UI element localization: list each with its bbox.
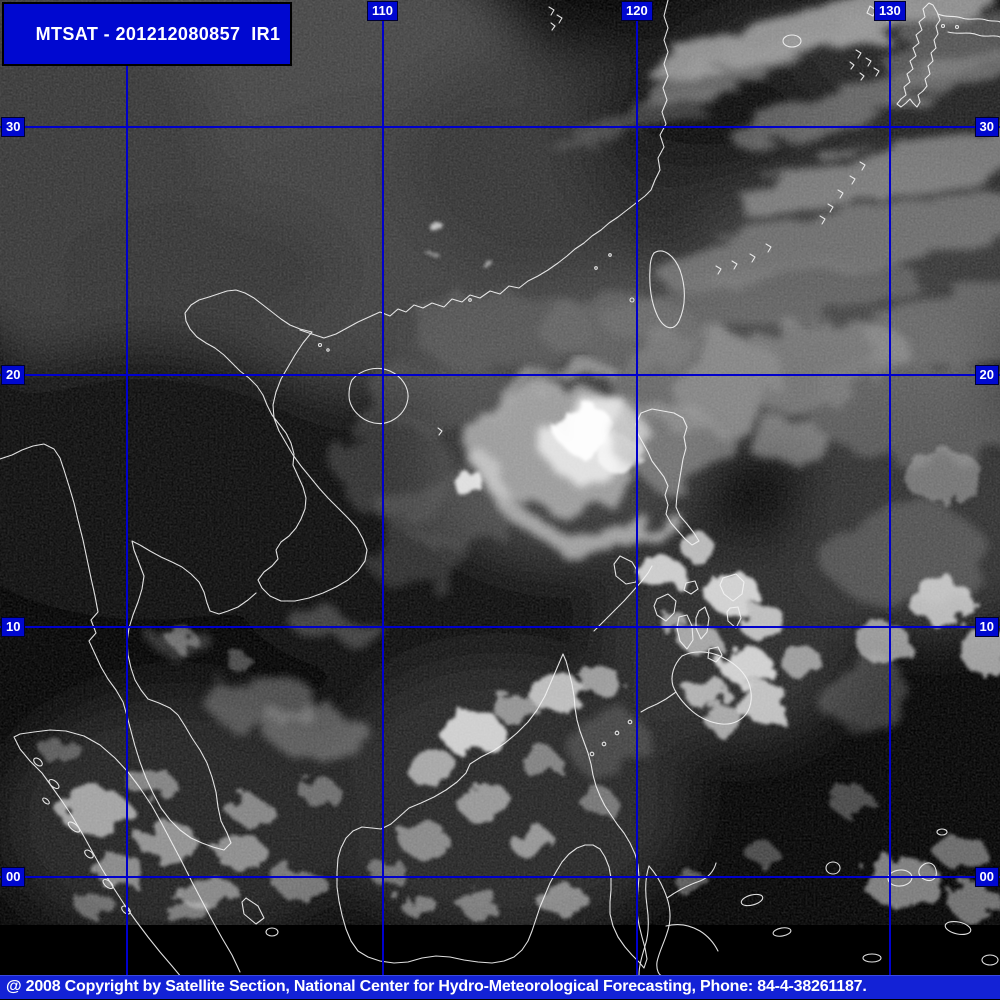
latitude-label-right: 30: [974, 117, 999, 137]
coastline-mindanao: [671, 651, 752, 725]
latitude-grid-line: [0, 626, 1000, 628]
island-jeju: [782, 34, 802, 48]
longitude-grid-line: [126, 20, 128, 975]
peninsula-zamboanga: [640, 691, 677, 713]
coastline-hainan: [348, 367, 409, 425]
island-masbate: [683, 580, 699, 595]
no-data-band: [0, 925, 1000, 978]
latitude-label-right: 10: [974, 617, 999, 637]
copyright-text: @ 2008 Copyright by Satellite Section, N…: [6, 978, 867, 995]
island-penghu: [629, 297, 635, 303]
islands-maluku: [740, 828, 999, 966]
island-panay: [653, 593, 677, 622]
coastline-shikoku: [947, 31, 1000, 38]
coastline-overlay: [0, 0, 1000, 979]
copyright-bar: @ 2008 Copyright by Satellite Section, N…: [0, 975, 1000, 1000]
latitude-label-left: 10: [1, 617, 26, 637]
island-bohol: [707, 646, 723, 663]
islands-tonkin-gulf: [317, 253, 612, 436]
latitude-label-right: 00: [974, 867, 999, 887]
coastline-sumatra: [13, 729, 241, 979]
islands-zhoushan: [548, 6, 563, 31]
island-belitung: [265, 927, 279, 937]
islands-ryukyu: [715, 161, 866, 275]
coastline-honshu: [937, 13, 1000, 23]
latitude-label-left: 00: [1, 867, 26, 887]
coastline-borneo: [336, 653, 648, 969]
island-negros: [676, 614, 694, 650]
longitude-grid-line: [382, 20, 384, 975]
island-cebu: [695, 606, 710, 640]
image-title: MTSAT - 201212080857 IR1: [35, 24, 281, 44]
latitude-grid-line: [0, 126, 1000, 128]
coastline-indochina: [0, 443, 257, 851]
longitude-label: 130: [874, 1, 906, 21]
island-bangka: [241, 897, 265, 925]
island-leyte: [726, 606, 742, 629]
latitude-grid-line: [0, 374, 1000, 376]
latitude-label-right: 20: [974, 365, 999, 385]
image-title-badge: MTSAT - 201212080857 IR1: [2, 2, 293, 66]
island-mindoro: [613, 555, 639, 585]
coastline-luzon: [635, 408, 700, 546]
longitude-grid-line: [636, 20, 638, 975]
longitude-label: 110: [367, 1, 398, 21]
image-grain-texture: [0, 0, 1000, 925]
coastline-vietnam: [184, 289, 368, 602]
island-palawan: [593, 565, 653, 632]
coastline-china: [299, 0, 669, 339]
latitude-label-left: 20: [1, 365, 26, 385]
longitude-label: 120: [621, 1, 653, 21]
coastline-taiwan: [649, 250, 685, 329]
islands-west-sumatra: [33, 757, 131, 915]
island-samar: [719, 573, 745, 602]
longitude-grid-line: [889, 20, 891, 975]
coastline-kyushu: [896, 2, 941, 108]
coastline-sulawesi: [638, 862, 719, 977]
latitude-grid-line: [0, 876, 1000, 878]
islands-sulu: [589, 719, 633, 757]
latitude-label-left: 30: [1, 117, 26, 137]
